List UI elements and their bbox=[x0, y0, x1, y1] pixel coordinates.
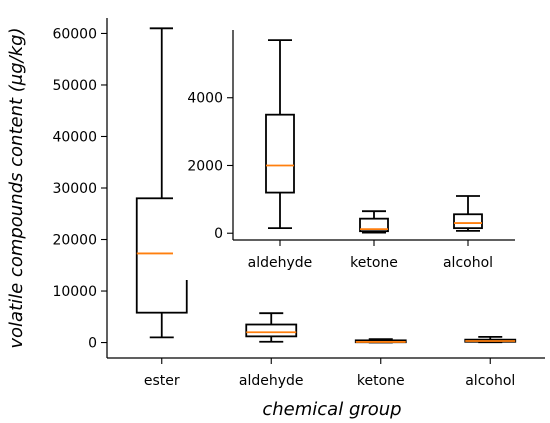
main-y-tick-label: 20000 bbox=[52, 233, 97, 249]
inset-x-tick-label: aldehyde bbox=[248, 255, 313, 271]
main-x-tick-label: alcohol bbox=[465, 373, 515, 389]
main-y-tick-label: 0 bbox=[88, 336, 97, 352]
y-axis-title: volatile compounds content (μg/kg) bbox=[6, 27, 27, 348]
inset-x-tick-label: alcohol bbox=[443, 255, 493, 271]
main-x-tick-label: ketone bbox=[357, 373, 405, 389]
inset-box-aldehyde bbox=[265, 113, 295, 194]
main-y-tick-label: 40000 bbox=[52, 129, 97, 145]
main-box-aldehyde bbox=[245, 323, 298, 338]
main-x-tick-label: aldehyde bbox=[239, 373, 304, 389]
main-y-tick-label: 10000 bbox=[52, 284, 97, 300]
main-x-tick-label: ester bbox=[144, 373, 180, 389]
main-y-tick-label: 30000 bbox=[52, 181, 97, 197]
main-y-tick-label: 60000 bbox=[52, 26, 97, 42]
inset-box-alcohol bbox=[453, 213, 483, 230]
inset-y-tick-label: 2000 bbox=[187, 158, 223, 174]
inset-y-tick-label: 0 bbox=[214, 226, 223, 242]
inset-background bbox=[173, 24, 519, 280]
inset-y-tick-label: 4000 bbox=[187, 91, 223, 107]
inset-box-ketone bbox=[359, 217, 389, 233]
inset-x-tick-label: ketone bbox=[350, 255, 398, 271]
x-axis-title: chemical group bbox=[262, 399, 401, 420]
inset-plot: 0 2000 4000 aldehyde ketone alcohol bbox=[173, 24, 519, 280]
main-y-tick-label: 50000 bbox=[52, 78, 97, 94]
